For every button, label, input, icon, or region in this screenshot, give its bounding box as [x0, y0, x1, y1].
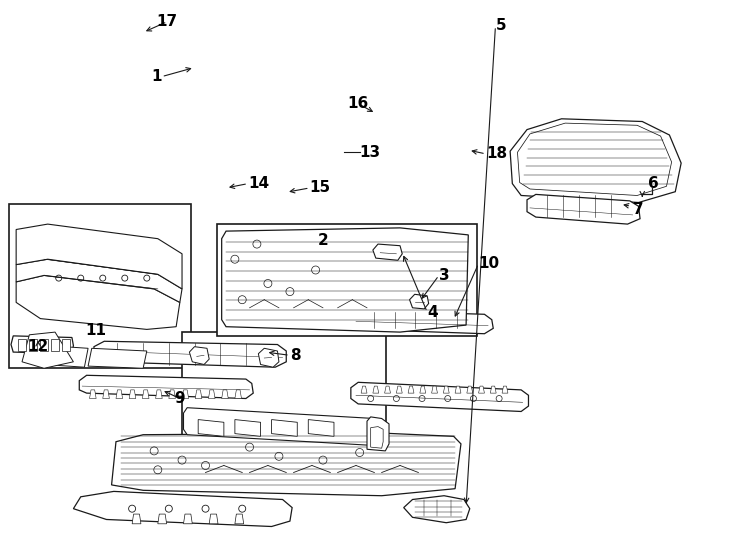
Polygon shape — [112, 433, 461, 496]
Polygon shape — [22, 332, 73, 368]
Polygon shape — [432, 386, 437, 393]
Polygon shape — [11, 336, 73, 354]
Polygon shape — [16, 259, 182, 302]
Polygon shape — [88, 348, 147, 368]
Polygon shape — [408, 386, 414, 393]
Polygon shape — [235, 420, 261, 436]
Text: 6: 6 — [648, 176, 658, 191]
Polygon shape — [129, 390, 136, 399]
Polygon shape — [184, 408, 380, 445]
Polygon shape — [361, 386, 367, 393]
Polygon shape — [169, 390, 175, 399]
Polygon shape — [182, 390, 189, 399]
Polygon shape — [420, 386, 426, 393]
Text: 5: 5 — [495, 18, 506, 33]
Polygon shape — [103, 390, 109, 399]
Polygon shape — [198, 420, 224, 436]
Polygon shape — [385, 386, 390, 393]
Text: 17: 17 — [157, 14, 178, 29]
Text: 8: 8 — [290, 348, 300, 363]
Bar — [182, 332, 386, 455]
Polygon shape — [527, 194, 640, 224]
Polygon shape — [90, 390, 96, 399]
Text: 2: 2 — [318, 233, 328, 248]
Polygon shape — [79, 375, 253, 399]
Polygon shape — [258, 348, 279, 367]
Polygon shape — [467, 386, 473, 393]
Text: 12: 12 — [28, 339, 48, 354]
Polygon shape — [132, 514, 141, 524]
Polygon shape — [235, 390, 241, 399]
Text: 16: 16 — [348, 96, 368, 111]
Text: 3: 3 — [439, 268, 449, 283]
Polygon shape — [308, 420, 334, 436]
Polygon shape — [222, 228, 468, 332]
Polygon shape — [208, 390, 215, 399]
Polygon shape — [29, 339, 37, 351]
Polygon shape — [373, 244, 402, 260]
Text: 11: 11 — [85, 323, 106, 338]
Text: 4: 4 — [427, 305, 437, 320]
Polygon shape — [209, 514, 218, 524]
Polygon shape — [73, 491, 292, 526]
Polygon shape — [16, 275, 180, 329]
Polygon shape — [455, 386, 461, 393]
Text: 18: 18 — [486, 146, 507, 161]
Polygon shape — [443, 386, 449, 393]
Text: 10: 10 — [479, 256, 500, 271]
Bar — [9, 204, 191, 368]
Text: 13: 13 — [360, 145, 381, 160]
Polygon shape — [410, 294, 429, 309]
Polygon shape — [94, 341, 286, 367]
Polygon shape — [367, 417, 389, 451]
Polygon shape — [195, 390, 202, 399]
Polygon shape — [479, 386, 484, 393]
Polygon shape — [235, 514, 244, 524]
Polygon shape — [51, 339, 59, 351]
Text: 15: 15 — [310, 180, 331, 195]
Text: 14: 14 — [248, 176, 269, 191]
Polygon shape — [184, 514, 192, 524]
Polygon shape — [18, 339, 26, 351]
Polygon shape — [116, 390, 123, 399]
Polygon shape — [351, 310, 493, 334]
Bar — [217, 224, 477, 336]
Polygon shape — [510, 119, 681, 202]
Polygon shape — [16, 224, 182, 289]
Polygon shape — [44, 346, 88, 367]
Polygon shape — [62, 339, 70, 351]
Polygon shape — [189, 347, 209, 364]
Polygon shape — [142, 390, 149, 399]
Polygon shape — [158, 514, 167, 524]
Polygon shape — [502, 386, 508, 393]
Polygon shape — [517, 123, 672, 195]
Polygon shape — [490, 386, 496, 393]
Polygon shape — [156, 390, 162, 399]
Polygon shape — [222, 390, 228, 399]
Polygon shape — [373, 386, 379, 393]
Polygon shape — [40, 339, 48, 351]
Polygon shape — [396, 386, 402, 393]
Polygon shape — [404, 496, 470, 523]
Text: 7: 7 — [633, 202, 643, 217]
Text: 9: 9 — [175, 391, 185, 406]
Text: 1: 1 — [151, 69, 161, 84]
Polygon shape — [371, 427, 383, 448]
Polygon shape — [351, 382, 528, 411]
Polygon shape — [272, 420, 297, 436]
